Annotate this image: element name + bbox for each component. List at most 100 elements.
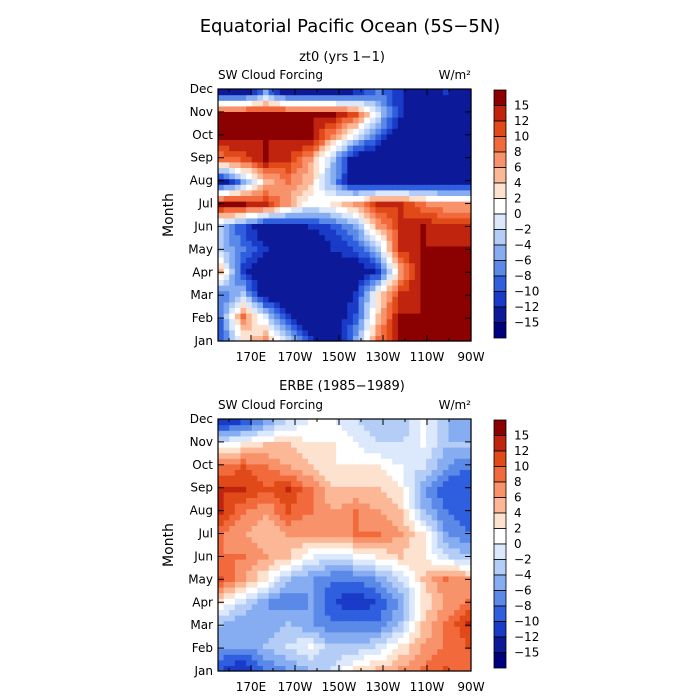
heatmap-cell: [274, 480, 281, 487]
heatmap-cell: [448, 195, 455, 202]
heatmap-cell: [330, 167, 337, 174]
heatmap-cell: [364, 184, 371, 191]
heatmap-cell: [386, 212, 393, 219]
heatmap-cell: [274, 424, 281, 431]
heatmap-cell: [347, 643, 354, 650]
heatmap-cell: [246, 519, 253, 526]
heatmap-cell: [454, 257, 461, 264]
heatmap-cell: [459, 491, 466, 498]
heatmap-cell: [409, 245, 416, 252]
heatmap-cell: [459, 503, 466, 510]
heatmap-cell: [285, 279, 292, 286]
heatmap-cell: [268, 536, 275, 543]
heatmap-cell: [426, 491, 433, 498]
heatmap-cell: [307, 598, 315, 605]
heatmap-cell: [251, 592, 258, 599]
heatmap-cell: [218, 273, 225, 280]
heatmap-cell: [420, 128, 427, 135]
heatmap-cell: [262, 189, 270, 196]
heatmap-cell: [392, 553, 399, 560]
colorbar-box: [493, 574, 507, 591]
heatmap-cell: [386, 128, 393, 135]
heatmap-cell: [431, 133, 438, 140]
heatmap-cell: [229, 592, 236, 599]
heatmap-cell: [465, 570, 472, 577]
heatmap-cell: [291, 223, 298, 230]
heatmap-cell: [285, 424, 292, 431]
heatmap-cell: [386, 117, 393, 124]
heatmap-cell: [358, 631, 365, 638]
heatmap-cell: [229, 268, 236, 275]
heatmap-cell: [420, 547, 427, 554]
heatmap-cell: [347, 553, 354, 560]
heatmap-cell: [223, 257, 230, 264]
heatmap-cell: [352, 161, 360, 168]
heatmap-cell: [291, 234, 298, 241]
heatmap-cell: [403, 145, 410, 152]
heatmap-cell: [381, 290, 388, 297]
heatmap-cell: [279, 631, 287, 638]
heatmap-cell: [454, 161, 461, 168]
heatmap-cell: [465, 598, 472, 605]
heatmap-cell: [369, 581, 377, 588]
heatmap-cell: [319, 329, 326, 336]
heatmap-cell: [358, 234, 365, 241]
heatmap-cell: [352, 100, 360, 107]
heatmap-cell: [223, 223, 230, 230]
heatmap-cell: [223, 184, 230, 191]
heatmap-cell: [358, 570, 365, 577]
heatmap-cell: [279, 329, 287, 336]
heatmap-cell: [324, 659, 332, 666]
heatmap-cell: [246, 128, 253, 135]
heatmap-cell: [319, 212, 326, 219]
heatmap-cell: [420, 598, 427, 605]
heatmap-cell: [459, 424, 466, 431]
heatmap-cell: [397, 240, 405, 247]
heatmap-cell: [364, 665, 371, 672]
heatmap-cell: [246, 133, 253, 140]
heatmap-cell: [459, 212, 466, 219]
heatmap-cell: [386, 665, 393, 672]
heatmap-cell: [442, 195, 450, 202]
heatmap-cell: [454, 654, 461, 661]
heatmap-cell: [262, 128, 270, 135]
heatmap-cell: [397, 631, 405, 638]
heatmap-cell: [268, 313, 275, 320]
heatmap-cell: [223, 173, 230, 180]
heatmap-cell: [397, 257, 405, 264]
heatmap-cell: [336, 324, 343, 331]
heatmap-cell: [364, 419, 371, 426]
heatmap-cell: [302, 212, 309, 219]
heatmap-cell: [426, 223, 433, 230]
heatmap-cell: [437, 592, 444, 599]
heatmap-cell: [279, 234, 287, 241]
heatmap-cell: [375, 150, 382, 157]
heatmap-cell: [285, 536, 292, 543]
heatmap-cell: [369, 475, 377, 482]
heatmap-cell: [358, 279, 365, 286]
heatmap-cell: [313, 603, 320, 610]
heatmap-cell: [330, 184, 337, 191]
heatmap-cell: [229, 536, 236, 543]
heatmap-cell: [223, 335, 230, 342]
heatmap-cell: [414, 229, 421, 236]
heatmap-cell: [375, 313, 382, 320]
heatmap-cell: [431, 598, 438, 605]
heatmap-cell: [414, 536, 421, 543]
heatmap-cell: [324, 575, 332, 582]
heatmap-cell: [291, 553, 298, 560]
colorbar-label: 2: [514, 192, 522, 206]
heatmap-cell: [229, 318, 236, 325]
heatmap-cell: [409, 503, 416, 510]
heatmap-cell: [454, 419, 461, 426]
heatmap-cell: [442, 217, 450, 224]
heatmap-cell: [279, 665, 287, 672]
heatmap-cell: [381, 313, 388, 320]
heatmap-cell: [240, 133, 247, 140]
heatmap-cell: [420, 587, 427, 594]
heatmap-cell: [369, 631, 377, 638]
heatmap-cell: [285, 419, 292, 426]
heatmap-cell: [240, 223, 247, 230]
heatmap-cell: [262, 497, 270, 504]
heatmap-cell: [262, 201, 270, 208]
